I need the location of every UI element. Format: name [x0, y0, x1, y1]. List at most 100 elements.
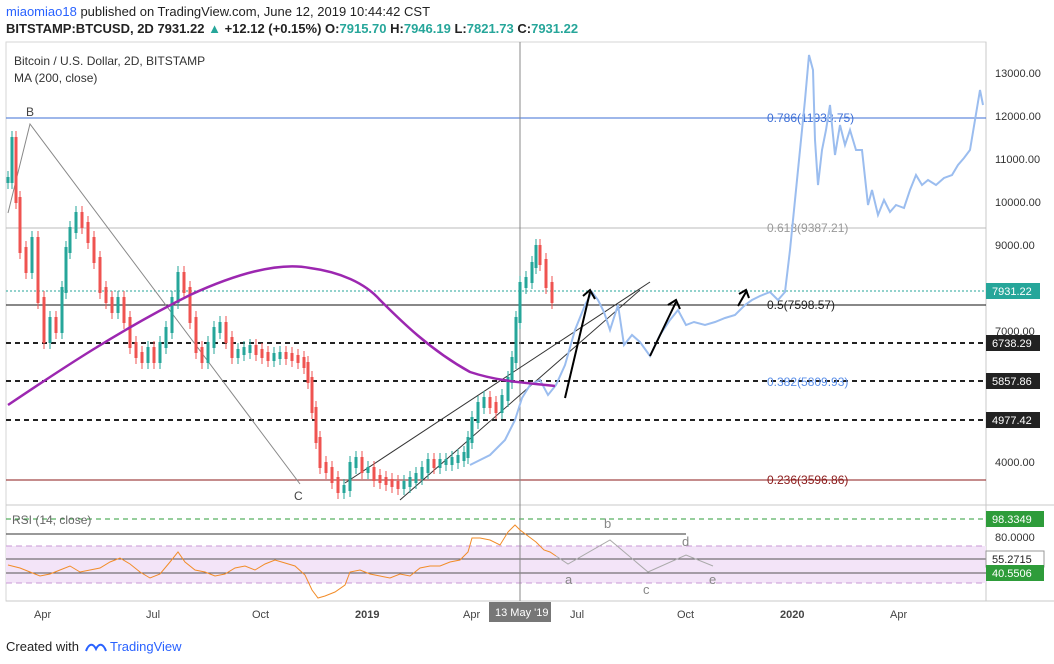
candle-body: [462, 452, 466, 461]
high-label: H:: [390, 21, 404, 36]
candle-body: [336, 477, 340, 493]
rsi-wave-path: [555, 539, 714, 573]
rsi-tag-mid: 55.2715: [992, 554, 1032, 566]
candle-body: [330, 467, 334, 483]
candle-body: [456, 455, 460, 463]
price-candles: [6, 131, 554, 499]
price-chart[interactable]: Bitcoin / U.S. Dollar, 2D, BITSTAMP MA (…: [0, 0, 1054, 632]
candle-body: [438, 459, 442, 468]
low-value: 7821.73: [466, 21, 514, 36]
wave-label-b: B: [26, 105, 34, 119]
candle-body: [206, 342, 210, 363]
rsi-tag-top: 98.3349: [992, 514, 1032, 526]
low-label: L:: [454, 21, 467, 36]
rsi-wave-a: a: [565, 572, 573, 587]
price-tags: 7931.22 6738.29 5857.86 4977.42: [986, 283, 1040, 428]
candle-body: [170, 297, 174, 333]
candle-body: [104, 287, 108, 303]
candle-body: [426, 459, 430, 473]
arrow-head-1: [582, 288, 596, 300]
candle-body: [248, 345, 252, 353]
open-label: O:: [325, 21, 340, 36]
candle-body: [466, 437, 470, 458]
x-tick: Oct: [677, 609, 694, 621]
candle-body: [488, 397, 492, 408]
candle-body: [236, 349, 240, 358]
y-tick: 10000.00: [995, 197, 1041, 209]
rsi-wave-c: c: [643, 582, 650, 597]
y-tick: 11000.00: [995, 154, 1040, 166]
candle-body: [538, 245, 542, 265]
rsi-wave-b: b: [604, 516, 611, 531]
y-tick: 13000.00: [995, 68, 1041, 80]
y-tick: 4000.00: [995, 457, 1035, 469]
candle-body: [318, 437, 322, 468]
arrow-head-3: [738, 288, 750, 299]
footer: Created with TradingView: [6, 639, 182, 654]
x-tick: 2019: [355, 609, 379, 621]
price-tag-bg: [986, 373, 1040, 389]
candle-body: [500, 395, 504, 413]
candle-body: [36, 237, 40, 303]
candle-body: [176, 272, 180, 303]
x-tick: Jul: [570, 609, 584, 621]
candle-body: [348, 462, 352, 491]
rsi-wave-e: e: [709, 572, 716, 587]
candle-body: [360, 457, 364, 473]
price-axis[interactable]: 13000.00 12000.00 11000.00 10000.00 9000…: [995, 68, 1041, 469]
tradingview-logo[interactable]: TradingView: [85, 639, 182, 654]
candle-body: [342, 485, 346, 493]
chart-title: Bitcoin / U.S. Dollar, 2D, BITSTAMP: [14, 54, 205, 68]
candle-body: [64, 247, 68, 293]
candle-body: [242, 347, 246, 355]
candle-body: [30, 237, 34, 273]
y-tick: 12000.00: [995, 111, 1041, 123]
candle-body: [450, 457, 454, 465]
publish-text: published on TradingView.com, June 12, 2…: [80, 4, 431, 19]
brand-name: TradingView: [109, 639, 182, 654]
candle-body: [42, 297, 46, 343]
close-label: C:: [517, 21, 532, 36]
author-name[interactable]: miaomiao18: [6, 4, 77, 19]
candle-body: [14, 137, 18, 203]
publish-info: miaomiao18 published on TradingView.com,…: [6, 4, 430, 19]
candle-body: [494, 402, 498, 413]
rsi-band: [6, 546, 986, 583]
symbol-label: BITSTAMP:BTCUSD, 2D: [6, 21, 154, 36]
candle-body: [110, 297, 114, 313]
candle-body: [306, 362, 310, 383]
candle-body: [534, 245, 538, 268]
candle-body: [476, 402, 480, 423]
x-tick: 2020: [780, 609, 804, 621]
candle-body: [518, 282, 522, 323]
price-tag-6738: 6738.29: [992, 338, 1032, 350]
price-tag-last: 7931.22: [992, 286, 1032, 298]
forecast-arrows: [564, 288, 750, 399]
candle-body: [266, 352, 270, 361]
arrow-head-2: [667, 298, 681, 310]
candle-body: [54, 317, 58, 333]
x-tick: Apr: [463, 609, 480, 621]
candle-body: [354, 457, 358, 468]
time-highlight-bg: [489, 602, 551, 622]
price-tag-4977: 4977.42: [992, 415, 1032, 427]
candle-body: [68, 227, 72, 253]
candle-body: [444, 459, 448, 465]
candle-body: [254, 345, 258, 355]
candle-body: [408, 477, 412, 487]
price-tag-5857: 5857.86: [992, 376, 1032, 388]
candle-body: [10, 137, 14, 183]
candle-body: [390, 479, 394, 487]
candle-body: [372, 467, 376, 481]
time-axis[interactable]: Apr Jul Oct 2019 Apr Jul Oct 2020 Apr 13…: [34, 602, 907, 622]
rsi-tick-80: 80.0000: [995, 532, 1035, 544]
candle-body: [550, 282, 554, 303]
candle-body: [152, 347, 156, 363]
candle-body: [86, 222, 90, 243]
high-value: 7946.19: [403, 21, 451, 36]
arrow-up-2: [649, 301, 677, 357]
arrow-up-1: [564, 291, 591, 399]
x-tick: Oct: [252, 609, 269, 621]
candle-body: [24, 247, 28, 273]
fib-label-236: 0.236(3596.86): [767, 473, 848, 487]
